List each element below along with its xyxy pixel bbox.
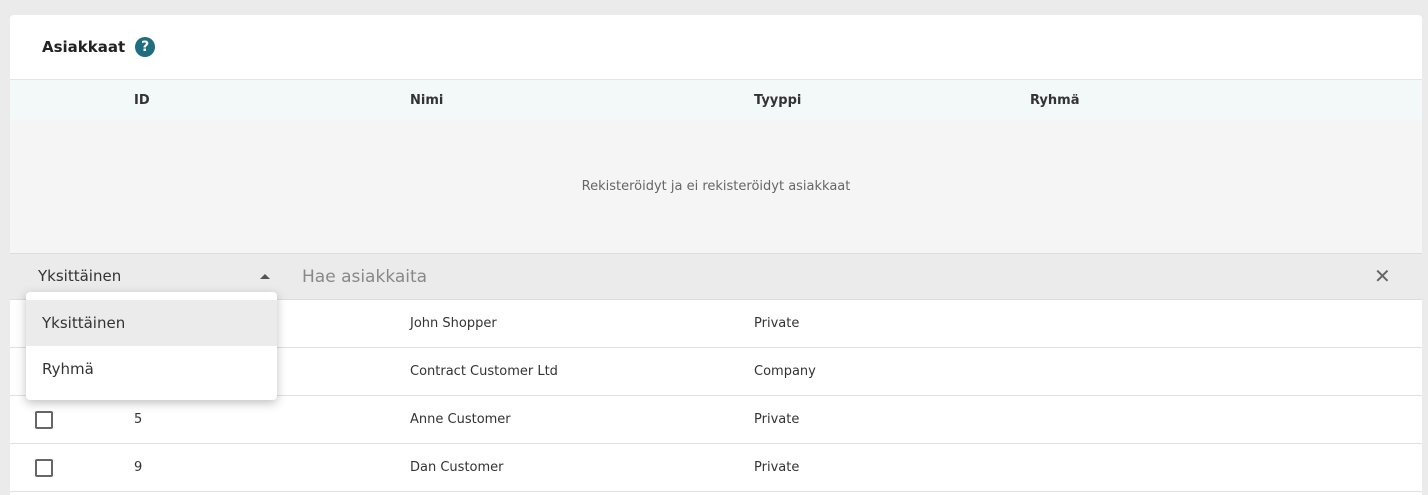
- cell-type: Private: [754, 316, 800, 331]
- close-icon[interactable]: ✕: [1374, 264, 1391, 288]
- column-name[interactable]: Nimi: [410, 93, 444, 108]
- caret-up-icon[interactable]: [260, 274, 270, 279]
- type-select[interactable]: Yksittäinen: [38, 267, 122, 285]
- empty-state: Rekisteröidyt ja ei rekisteröidyt asiakk…: [10, 120, 1422, 253]
- help-icon[interactable]: ?: [135, 37, 156, 57]
- type-dropdown-menu: Yksittäinen Ryhmä: [26, 292, 277, 400]
- page-title: Asiakkaat ?: [42, 37, 156, 57]
- customers-card: Asiakkaat ? ID Nimi Tyyppi Ryhmä Rekiste…: [10, 15, 1422, 495]
- cell-name: Dan Customer: [410, 460, 504, 475]
- cell-type: Private: [754, 460, 800, 475]
- table-row[interactable]: 5 Anne Customer Private: [10, 396, 1422, 444]
- table-header: ID Nimi Tyyppi Ryhmä: [10, 79, 1422, 120]
- row-checkbox[interactable]: [35, 411, 53, 429]
- cell-name: Anne Customer: [410, 412, 511, 427]
- menu-item-group[interactable]: Ryhmä: [42, 360, 94, 378]
- title-text: Asiakkaat: [42, 38, 126, 56]
- cell-id: 9: [134, 460, 143, 475]
- cell-id: 5: [134, 412, 143, 427]
- row-checkbox[interactable]: [35, 459, 53, 477]
- search-input[interactable]: [302, 264, 1302, 290]
- empty-text: Rekisteröidyt ja ei rekisteröidyt asiakk…: [581, 179, 851, 194]
- cell-name: Contract Customer Ltd: [410, 364, 558, 379]
- menu-item-individual[interactable]: Yksittäinen: [26, 300, 277, 346]
- column-id[interactable]: ID: [134, 93, 150, 108]
- column-type[interactable]: Tyyppi: [754, 93, 802, 108]
- cell-type: Private: [754, 412, 800, 427]
- cell-name: John Shopper: [410, 316, 497, 331]
- table-row[interactable]: 9 Dan Customer Private: [10, 444, 1422, 492]
- column-group[interactable]: Ryhmä: [1030, 93, 1080, 108]
- cell-type: Company: [754, 364, 816, 379]
